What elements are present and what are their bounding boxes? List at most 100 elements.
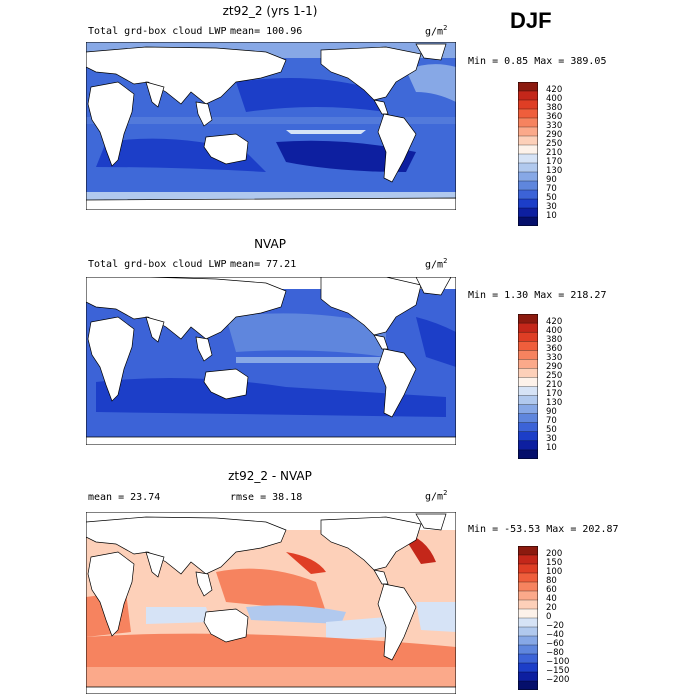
map-nvap-lwp [86,277,456,445]
colorbar-swatch [518,644,538,655]
panel-units: g/m2 [425,489,447,502]
colorbar-swatch [518,341,538,351]
colorbar-tick-label: 100 [546,567,563,577]
colorbar-swatches [518,82,538,226]
colorbar-swatch [518,82,538,92]
colorbar-tick-label: 90 [546,175,557,185]
colorbar-tick-label: 10 [546,211,557,221]
colorbar-swatch [518,350,538,360]
colorbar-tick-label: 210 [546,380,563,390]
colorbar-tick-label: 360 [546,344,563,354]
units-exponent: 2 [443,489,448,497]
colorbar-tick-label: 380 [546,103,563,113]
colorbar-swatch [518,395,538,406]
colorbar-tick-label: 40 [546,594,557,604]
field-shading [86,42,456,210]
colorbar-swatch [518,554,538,565]
colorbar-swatch [518,108,538,119]
colorbar-swatch [518,572,538,583]
panel-rmse-stat: rmse = 38.18 [230,492,303,503]
colorbar-swatch [518,331,538,342]
colorbar-tick-label: 360 [546,112,563,122]
colorbar-swatch [518,171,538,182]
colorbar-tick-label: 20 [546,603,557,613]
colorbar-swatch [518,449,538,459]
colorbar-swatch [518,189,538,200]
panel-variable-label: Total grd-box cloud LWP [88,26,227,37]
colorbar-swatch [518,404,538,415]
colorbar-tick-label: 30 [546,434,557,444]
panel-minmax: Min = -53.53 Max = 202.87 [468,524,619,535]
colorbar-swatch [518,422,538,433]
panel-title: zt92_2 - NVAP [228,469,312,483]
map-model-lwp [86,42,456,210]
colorbar-tick-label: 170 [546,389,563,399]
colorbar-swatch [518,216,538,226]
colorbar-swatch [518,440,538,451]
panel-mean-stat: mean= 77.21 [230,259,297,270]
panel-mean-stat: mean= 100.96 [230,26,303,37]
colorbar-swatch [518,99,538,110]
continents [86,513,456,694]
colorbar-tick-label: 50 [546,425,557,435]
colorbar-tick-label: 400 [546,94,563,104]
colorbar-tick-label: 380 [546,335,563,345]
colorbar-tick-label: 200 [546,549,563,559]
colorbar-swatch [518,144,538,155]
colorbar-swatch [518,377,538,387]
colorbar-tick-label: 60 [546,585,557,595]
colorbar-tick-label: 250 [546,139,563,149]
colorbar-swatch [518,359,538,369]
colorbar-tick-label: 0 [546,612,552,622]
panel-title: NVAP [254,237,286,251]
colorbar-swatch [518,590,538,601]
colorbar-tick-label: 330 [546,353,563,363]
colorbar-swatches [518,546,538,690]
colorbar-tick-label: 30 [546,202,557,212]
colorbar-tick-label: −40 [546,630,564,640]
colorbar-tick-label: 400 [546,326,563,336]
panel-variable-label: Total grd-box cloud LWP [88,259,227,270]
panel-minmax: Min = 1.30 Max = 218.27 [468,290,607,301]
colorbar-swatch [518,135,538,146]
colorbar-swatch [518,162,538,173]
colorbar-swatch [518,198,538,209]
colorbar-tick-label: −20 [546,621,564,631]
colorbar-swatch [518,314,538,324]
map-difference-lwp [86,512,456,694]
colorbar-swatch [518,563,538,574]
units-exponent: 2 [443,257,448,265]
colorbar-tick-label: 290 [546,130,563,140]
colorbar-swatches [518,314,538,459]
colorbar-swatch [518,368,538,378]
colorbar-tick-label: 210 [546,148,563,158]
colorbar-tick-label: 420 [546,85,563,95]
colorbar-tick-label: −200 [546,675,570,685]
colorbar-swatch [518,207,538,218]
units-text: g/m [425,491,444,503]
colorbar-swatch [518,90,538,101]
colorbar-swatch [518,322,538,333]
colorbar-tick-label: 70 [546,416,557,426]
panel-minmax: Min = 0.85 Max = 389.05 [468,56,607,67]
continents [86,43,456,210]
continents [86,277,456,445]
colorbar-tick-label: 290 [546,362,563,372]
colorbar-swatch [518,671,538,682]
colorbar-tick-label: 80 [546,576,557,586]
units-text: g/m [425,26,444,38]
colorbar-swatch [518,662,538,673]
panel-units: g/m2 [425,24,447,37]
colorbar-tick-label: −150 [546,666,570,676]
panel-mean-stat: mean = 23.74 [88,492,161,503]
panel-title: zt92_2 (yrs 1-1) [222,4,318,18]
colorbar-swatch [518,413,538,424]
colorbar-swatch [518,431,538,442]
colorbar-swatch [518,680,538,690]
colorbar-tick-label: 90 [546,407,557,417]
colorbar-tick-label: 130 [546,398,563,408]
units-text: g/m [425,259,444,271]
colorbar-swatch [518,581,538,592]
colorbar-tick-label: 330 [546,121,563,131]
colorbar-tick-label: 150 [546,558,563,568]
